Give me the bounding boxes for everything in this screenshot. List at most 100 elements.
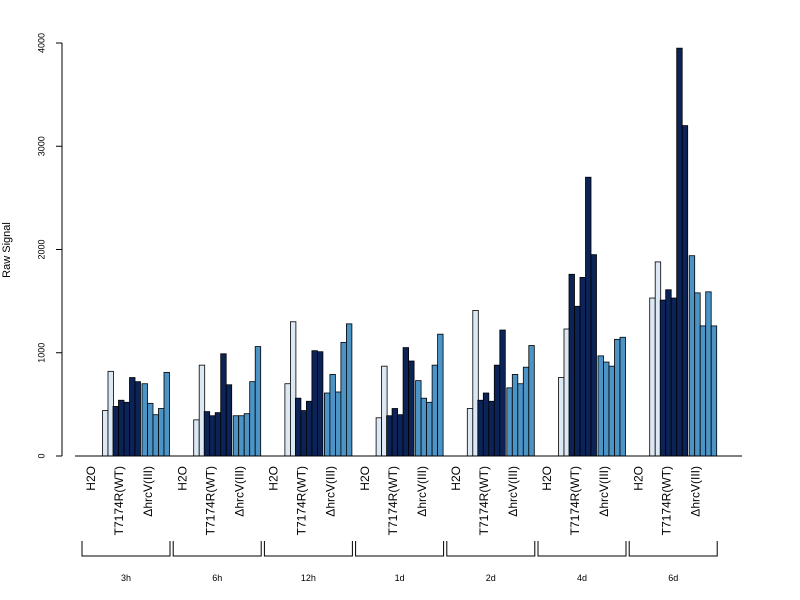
y-tick-label: 3000: [36, 136, 46, 156]
bar: [511, 374, 519, 457]
bar: [391, 408, 399, 457]
bar: [284, 383, 291, 457]
time-bracket: [537, 541, 627, 557]
time-bracket: [172, 541, 262, 557]
bar: [220, 353, 227, 457]
bar: [574, 305, 581, 457]
bar: [619, 336, 626, 457]
time-bracket: [446, 541, 536, 557]
bar: [558, 377, 565, 457]
bar: [676, 47, 683, 457]
bar: [415, 380, 422, 457]
time-bracket: [263, 541, 353, 557]
bar: [158, 408, 165, 457]
bar: [499, 329, 506, 457]
bar: [323, 392, 331, 457]
bar: [118, 399, 125, 457]
bar: [345, 323, 353, 457]
bar: [386, 415, 393, 457]
time-label: 2d: [486, 573, 496, 583]
bar: [590, 254, 597, 457]
bar: [705, 291, 712, 457]
condition-labels: H2O T7174R(WT) ΔhrcV(III) H2O T7174R(WT) Δhrc…: [84, 466, 702, 535]
bar: [225, 384, 233, 457]
condition-label: T7174R(WT): [203, 466, 217, 535]
condition-label: T7174R(WT): [386, 466, 400, 535]
condition-label: H2O: [449, 466, 463, 491]
bar: [134, 381, 141, 457]
time-label: 6d: [668, 573, 678, 583]
bar: [482, 392, 490, 457]
bar: [249, 381, 256, 457]
time-label: 1d: [395, 573, 405, 583]
condition-label: H2O: [540, 466, 554, 491]
y-axis-title: Raw Signal: [1, 222, 13, 278]
bar: [614, 338, 621, 457]
bar: [665, 289, 672, 457]
bar: [232, 415, 240, 457]
time-brackets: 3h 6h 12h 1d 2d 4d 6d: [81, 541, 718, 583]
bar: [334, 391, 342, 457]
bar: [466, 408, 474, 457]
y-tick-label: 1000: [36, 343, 46, 363]
bar: [579, 276, 586, 457]
bar: [193, 419, 200, 457]
bar: [568, 273, 575, 457]
bar: [681, 125, 689, 457]
bar: [294, 397, 302, 457]
bar: [129, 377, 136, 457]
bar: [699, 325, 707, 457]
bar: [597, 355, 604, 457]
bar: [238, 415, 245, 457]
condition-label: H2O: [267, 466, 281, 491]
bar: [112, 406, 119, 457]
y-tick-label: 0: [36, 453, 46, 458]
bar: [254, 346, 262, 457]
bar: [209, 415, 216, 457]
bar: [397, 414, 404, 457]
bar: [311, 350, 318, 457]
time-label: 6h: [212, 573, 222, 583]
bar: [649, 297, 656, 457]
time-label: 4d: [577, 573, 587, 583]
condition-label: H2O: [358, 466, 372, 491]
y-axis: 0 1000 2000 3000 4000: [36, 33, 63, 459]
bar: [493, 364, 501, 457]
bar: [608, 365, 615, 457]
bar: [420, 397, 428, 457]
bar: [147, 402, 154, 457]
bar: [163, 371, 170, 457]
bar: [528, 345, 535, 457]
bar: [123, 401, 130, 457]
time-bracket: [81, 541, 171, 557]
condition-label: H2O: [175, 466, 189, 491]
bar: [710, 325, 718, 457]
condition-label: ΔhrcV(III): [141, 466, 155, 517]
condition-label: T7174R(WT): [112, 466, 126, 535]
time-label: 12h: [301, 573, 316, 583]
bar: [102, 410, 109, 457]
bar: [506, 387, 513, 457]
bar: [316, 351, 324, 457]
condition-label: ΔhrcV(III): [324, 466, 338, 517]
condition-label: T7174R(WT): [477, 466, 491, 535]
bar: [340, 342, 347, 457]
y-tick-label: 4000: [36, 33, 46, 53]
condition-label: ΔhrcV(III): [415, 466, 429, 517]
bar: [694, 292, 701, 457]
bar: [437, 333, 444, 457]
condition-label: ΔhrcV(III): [506, 466, 520, 517]
condition-label: ΔhrcV(III): [597, 466, 611, 517]
condition-label: H2O: [631, 466, 645, 491]
time-label: 3h: [121, 573, 131, 583]
bar: [300, 410, 307, 457]
bar: [141, 383, 148, 457]
bar: [214, 412, 222, 457]
bar: [431, 364, 439, 457]
bar: [329, 374, 336, 457]
bar: [688, 255, 696, 457]
time-bracket: [628, 541, 718, 557]
bar: [522, 366, 530, 457]
condition-label: T7174R(WT): [659, 466, 673, 535]
